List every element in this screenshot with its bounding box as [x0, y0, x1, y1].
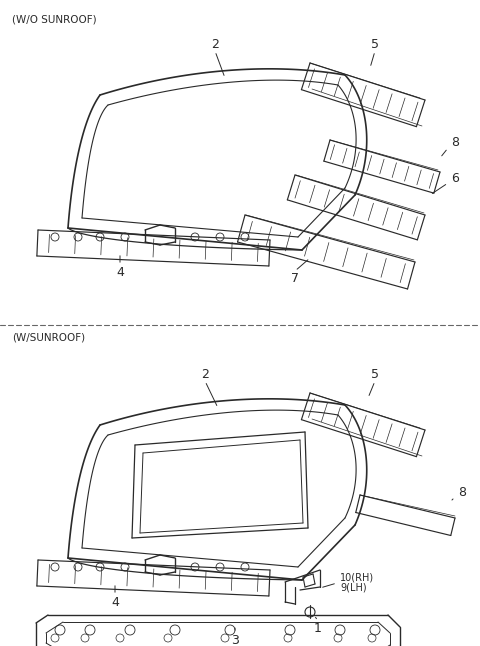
Text: 5: 5	[371, 368, 379, 380]
Text: 5: 5	[371, 37, 379, 50]
Text: 1: 1	[314, 621, 322, 634]
Text: (W/O SUNROOF): (W/O SUNROOF)	[12, 14, 96, 24]
Text: 6: 6	[451, 171, 459, 185]
Text: 8: 8	[451, 136, 459, 149]
Text: 4: 4	[111, 596, 119, 609]
Text: 7: 7	[291, 271, 299, 284]
Text: (W/SUNROOF): (W/SUNROOF)	[12, 332, 85, 342]
Text: 10(RH): 10(RH)	[340, 573, 374, 583]
Text: 2: 2	[201, 368, 209, 380]
Text: 2: 2	[211, 37, 219, 50]
Text: 9(LH): 9(LH)	[340, 583, 367, 593]
Text: 4: 4	[116, 266, 124, 278]
Text: 3: 3	[231, 634, 239, 646]
Text: 8: 8	[458, 486, 466, 499]
